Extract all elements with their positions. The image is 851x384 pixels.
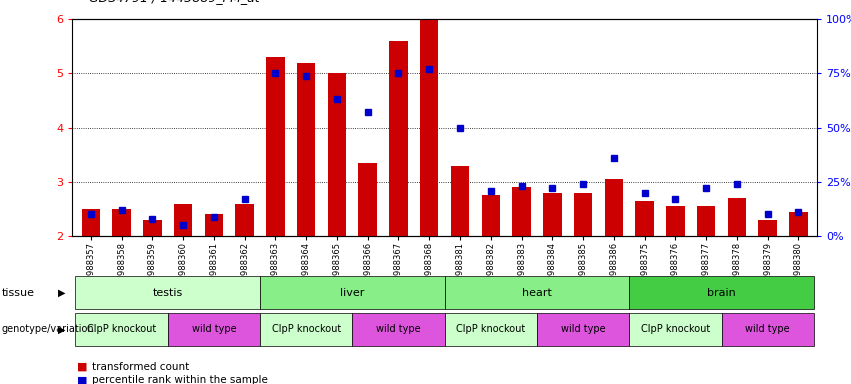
Bar <box>358 163 377 236</box>
Bar <box>174 204 192 236</box>
Text: ClpP knockout: ClpP knockout <box>87 324 157 334</box>
Text: wild type: wild type <box>376 324 420 334</box>
Bar <box>266 57 284 236</box>
Text: GDS4791 / 1443889_PM_at: GDS4791 / 1443889_PM_at <box>89 0 260 4</box>
Text: brain: brain <box>707 288 736 298</box>
Bar <box>758 220 777 236</box>
Text: transformed count: transformed count <box>92 362 189 372</box>
Text: ClpP knockout: ClpP knockout <box>641 324 710 334</box>
Text: liver: liver <box>340 288 364 298</box>
Bar <box>728 198 746 236</box>
Text: wild type: wild type <box>745 324 790 334</box>
Text: percentile rank within the sample: percentile rank within the sample <box>92 375 268 384</box>
Text: wild type: wild type <box>561 324 605 334</box>
Bar <box>697 206 716 236</box>
Bar <box>512 187 531 236</box>
Bar <box>143 220 162 236</box>
Bar <box>574 193 592 236</box>
Text: ClpP knockout: ClpP knockout <box>456 324 525 334</box>
Text: testis: testis <box>152 288 183 298</box>
Bar <box>204 214 223 236</box>
Text: tissue: tissue <box>2 288 35 298</box>
Bar <box>789 212 808 236</box>
Bar <box>82 209 100 236</box>
Text: ClpP knockout: ClpP knockout <box>271 324 340 334</box>
Text: ▶: ▶ <box>59 324 66 334</box>
Bar <box>389 41 408 236</box>
Bar <box>666 206 685 236</box>
Bar <box>636 201 654 236</box>
Bar <box>328 73 346 236</box>
Bar <box>297 63 316 236</box>
Text: wild type: wild type <box>191 324 237 334</box>
Text: ■: ■ <box>77 362 87 372</box>
Text: genotype/variation: genotype/variation <box>2 324 94 334</box>
Bar <box>605 179 623 236</box>
Bar <box>482 195 500 236</box>
Text: ▶: ▶ <box>59 288 66 298</box>
Text: ■: ■ <box>77 375 87 384</box>
Bar <box>420 19 438 236</box>
Bar <box>112 209 131 236</box>
Bar <box>451 166 469 236</box>
Bar <box>236 204 254 236</box>
Bar <box>543 193 562 236</box>
Text: heart: heart <box>522 288 552 298</box>
